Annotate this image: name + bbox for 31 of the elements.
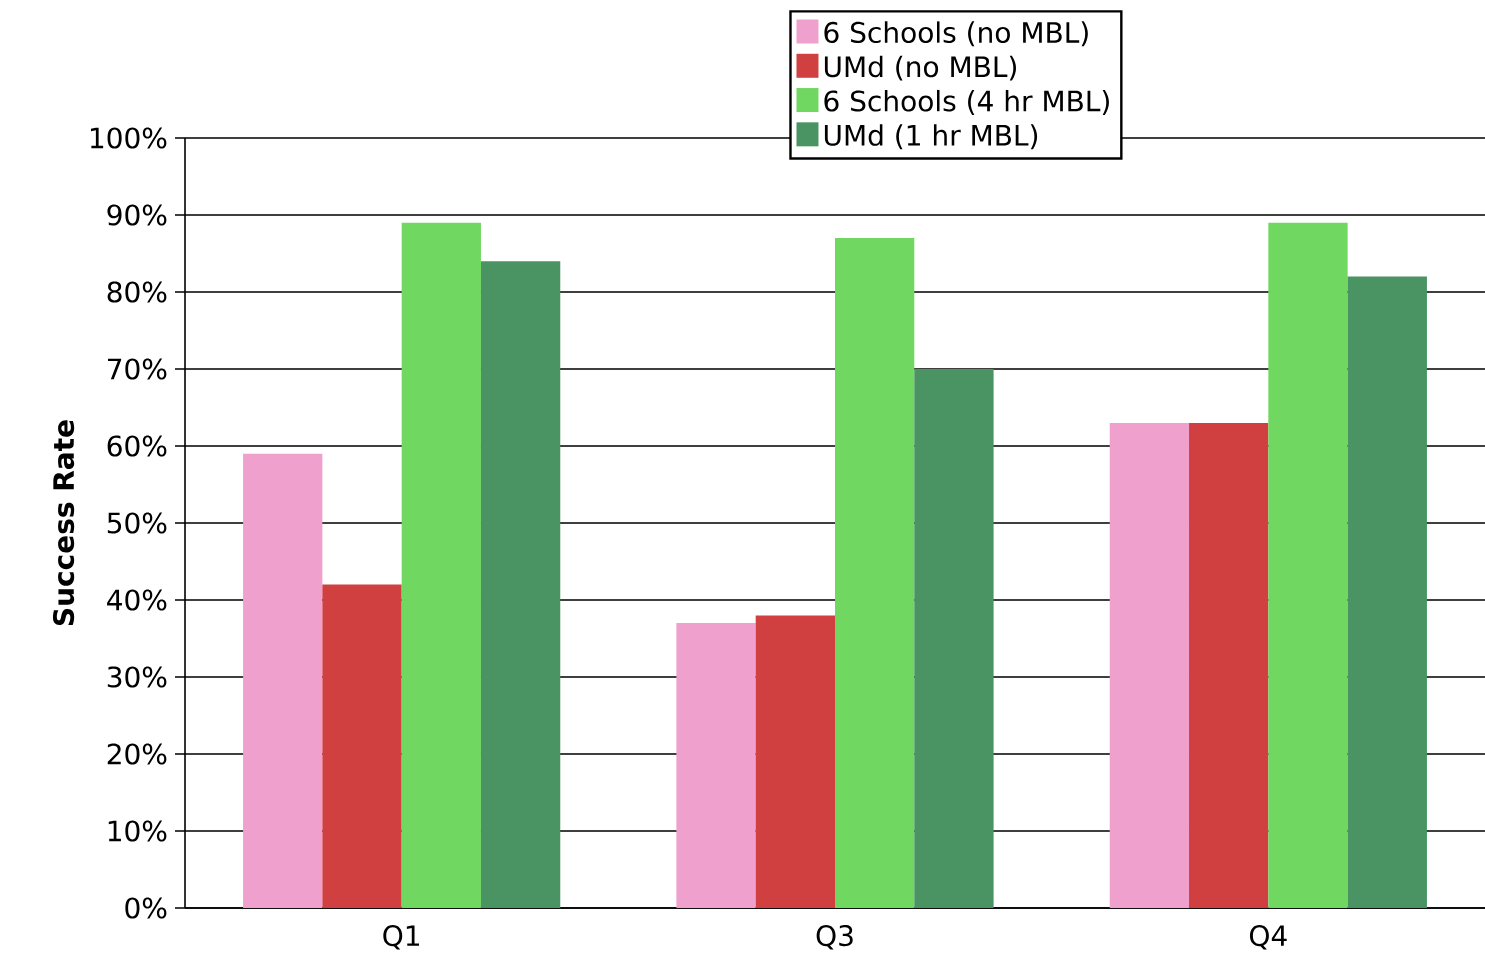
y-tick-label: 80% [107,281,167,303]
bar [835,238,915,908]
legend-label: UMd (no MBL) [824,55,1017,81]
y-tick-label: 10% [108,820,167,842]
y-tick-label: 70% [107,358,167,380]
y-tick-label: 60% [107,435,167,457]
legend-label: UMd (1 hr MBL) [824,124,1038,150]
bar [1189,422,1269,908]
y-tick-label: 30% [107,666,167,688]
x-tick-label: Q1 [383,925,420,950]
bar [243,453,323,908]
bar [1347,276,1427,908]
y-tick-label: 50% [107,512,167,534]
y-tick-label: 20% [107,743,167,765]
bar [755,615,836,908]
legend-label: 6 Schools (4 hr MBL) [824,89,1109,115]
y-tick-label: 0% [125,897,167,919]
bar [914,368,994,908]
bar [1109,422,1190,908]
legend-label: 6 Schools (no MBL) [824,21,1088,47]
y-tick-label: 100% [90,127,167,149]
y-tick-label: 90% [107,204,167,226]
bar [676,623,756,908]
x-tick-label: Q4 [1249,925,1287,950]
x-tick-label: Q3 [816,925,853,950]
bar [480,261,561,908]
y-axis-title: Success Rate [52,420,75,626]
bar [401,222,481,908]
y-tick-label: 40% [107,589,167,611]
bar [1268,222,1348,908]
bar [322,584,402,908]
